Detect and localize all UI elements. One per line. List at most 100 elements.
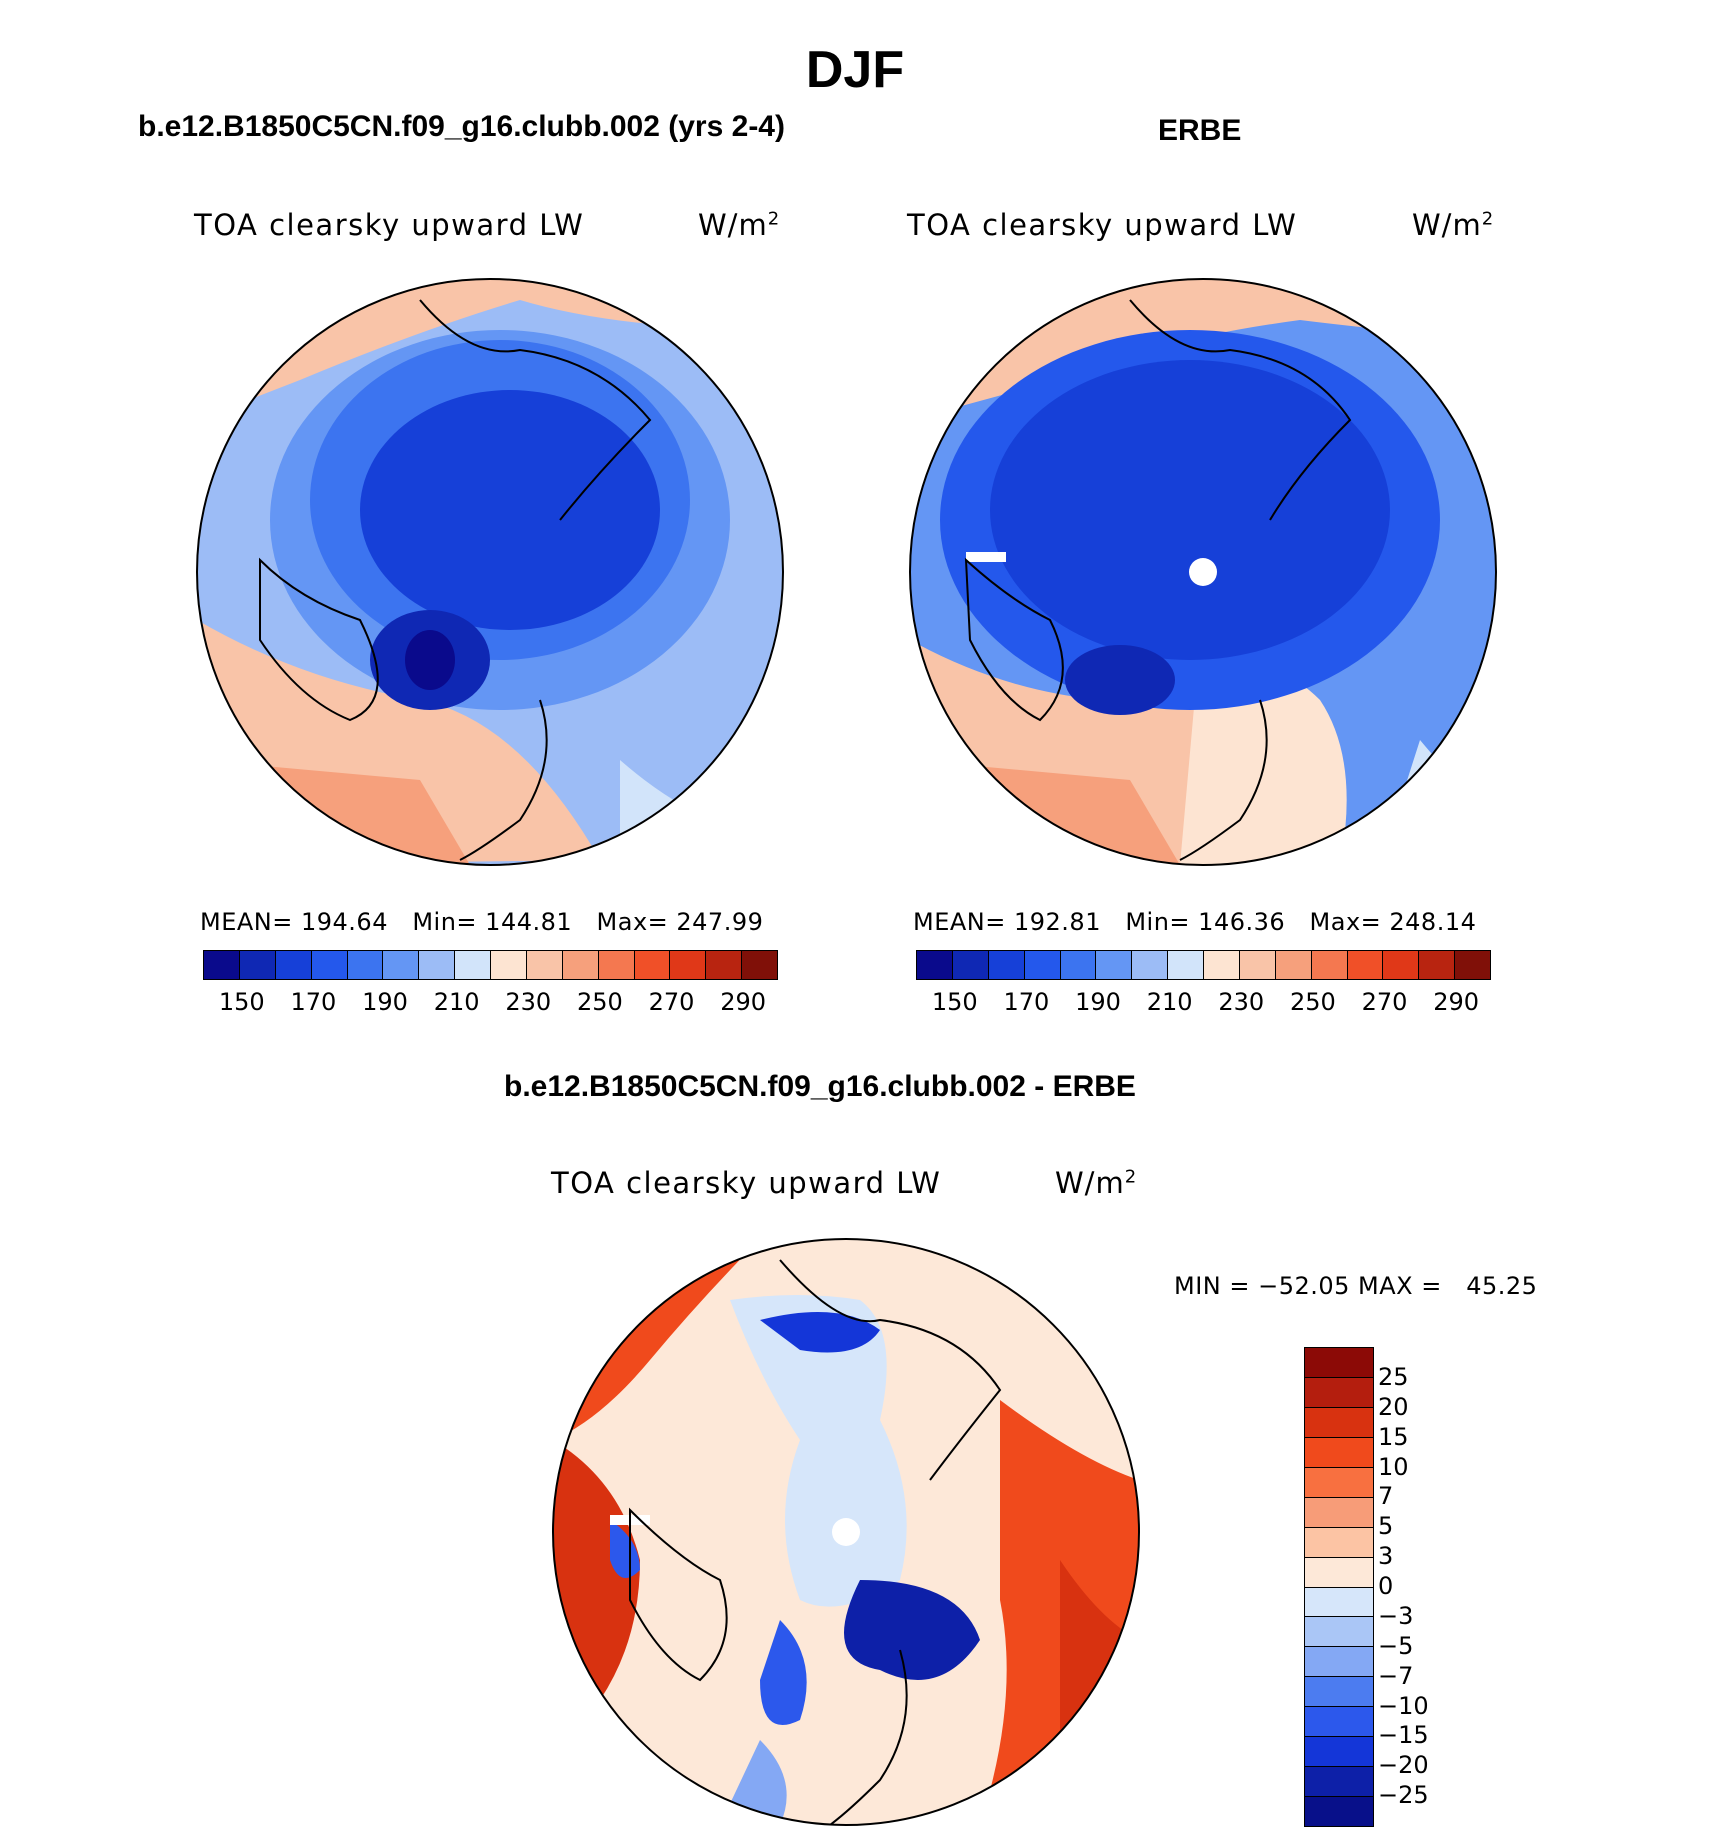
colorbar-swatch bbox=[526, 951, 563, 979]
diff-variable-label: TOA clearsky upward LW bbox=[551, 1166, 942, 1200]
obs-stats: MEAN= 192.81 Min= 146.36 Max= 248.14 bbox=[913, 908, 1477, 936]
colorbar-swatch bbox=[1305, 1557, 1373, 1588]
colorbar-tick-label: 230 bbox=[505, 988, 552, 1016]
obs-units-label: W/m2 bbox=[1412, 208, 1495, 242]
colorbar-tick-label: 290 bbox=[1433, 988, 1479, 1016]
colorbar-tick-label: 210 bbox=[433, 988, 480, 1016]
colorbar-swatch bbox=[1383, 951, 1420, 979]
colorbar-tick-label: 10 bbox=[1378, 1452, 1409, 1481]
colorbar-tick-label: 250 bbox=[1289, 988, 1336, 1016]
colorbar-swatch bbox=[917, 951, 953, 979]
colorbar-swatch bbox=[419, 951, 456, 979]
obs-colorbar-ticks: 150 170 190 210 230 250 270 290 bbox=[916, 988, 1489, 1018]
obs-polar-map bbox=[910, 279, 1496, 865]
model-stats: MEAN= 194.64 Min= 144.81 Max= 247.99 bbox=[200, 908, 764, 936]
colorbar-swatch bbox=[670, 951, 707, 979]
colorbar-swatch bbox=[1305, 1437, 1373, 1468]
colorbar-swatch bbox=[491, 951, 527, 979]
colorbar-tick-label: 270 bbox=[1361, 988, 1408, 1016]
colorbar-swatch bbox=[275, 951, 312, 979]
colorbar-swatch bbox=[1305, 1497, 1373, 1528]
colorbar-swatch bbox=[1275, 951, 1312, 979]
colorbar-tick-label: 170 bbox=[290, 988, 337, 1016]
colorbar-tick-label: 210 bbox=[1146, 988, 1193, 1016]
colorbar-swatch bbox=[1305, 1377, 1373, 1408]
colorbar-swatch bbox=[1305, 1467, 1373, 1498]
colorbar-tick-label: −7 bbox=[1378, 1661, 1414, 1690]
colorbar-tick-label: 150 bbox=[931, 988, 978, 1016]
colorbar-swatch bbox=[1419, 951, 1456, 979]
colorbar-tick-label: 290 bbox=[720, 988, 766, 1016]
colorbar-tick-label: 190 bbox=[1075, 988, 1121, 1016]
colorbar-tick-label: 25 bbox=[1378, 1362, 1409, 1391]
colorbar-swatch bbox=[1305, 1407, 1373, 1438]
diff-colorbar-ticks: 25 20 15 10 7 5 3 0 −3 −5 −7 −10 −15 −20 −25 bbox=[1378, 1347, 1458, 1825]
colorbar-tick-label: 20 bbox=[1378, 1392, 1409, 1421]
colorbar-swatch bbox=[706, 951, 743, 979]
page-title: DJF bbox=[805, 41, 905, 99]
colorbar-swatch bbox=[1305, 1737, 1373, 1768]
colorbar-swatch bbox=[347, 951, 384, 979]
colorbar-swatch bbox=[1204, 951, 1240, 979]
colorbar-tick-label: 230 bbox=[1218, 988, 1265, 1016]
colorbar-swatch bbox=[1132, 951, 1169, 979]
colorbar-tick-label: −5 bbox=[1378, 1631, 1414, 1660]
colorbar-tick-label: 150 bbox=[218, 988, 265, 1016]
model-colorbar bbox=[203, 950, 778, 980]
colorbar-swatch bbox=[1168, 951, 1204, 979]
colorbar-swatch bbox=[742, 951, 777, 979]
colorbar-swatch bbox=[1305, 1767, 1373, 1798]
colorbar-swatch bbox=[1305, 1647, 1373, 1678]
colorbar-swatch bbox=[988, 951, 1025, 979]
diff-panel-heading: b.e12.B1850C5CN.f09_g16.clubb.002 - ERBE bbox=[504, 1070, 1136, 1103]
colorbar-swatch bbox=[204, 951, 240, 979]
colorbar-swatch bbox=[311, 951, 348, 979]
colorbar-swatch bbox=[598, 951, 635, 979]
colorbar-swatch bbox=[1305, 1348, 1373, 1378]
colorbar-swatch bbox=[1305, 1707, 1373, 1738]
colorbar-swatch bbox=[383, 951, 420, 979]
colorbar-swatch bbox=[1347, 951, 1384, 979]
colorbar-swatch bbox=[634, 951, 671, 979]
colorbar-tick-label: 3 bbox=[1378, 1542, 1394, 1571]
colorbar-swatch bbox=[1305, 1797, 1373, 1826]
colorbar-swatch bbox=[239, 951, 276, 979]
colorbar-tick-label: −20 bbox=[1378, 1751, 1429, 1780]
colorbar-swatch bbox=[562, 951, 599, 979]
obs-variable-label: TOA clearsky upward LW bbox=[907, 208, 1298, 242]
colorbar-tick-label: 0 bbox=[1378, 1572, 1394, 1600]
colorbar-swatch bbox=[1305, 1587, 1373, 1618]
colorbar-tick-label: −15 bbox=[1378, 1721, 1429, 1750]
colorbar-tick-label: 270 bbox=[648, 988, 695, 1016]
diff-units-label: W/m2 bbox=[1055, 1166, 1138, 1200]
colorbar-swatch bbox=[1060, 951, 1097, 979]
model-panel-heading: b.e12.B1850C5CN.f09_g16.clubb.002 (yrs 2… bbox=[138, 110, 785, 143]
colorbar-tick-label: 250 bbox=[576, 988, 623, 1016]
colorbar-tick-label: −3 bbox=[1378, 1601, 1414, 1630]
colorbar-swatch bbox=[1455, 951, 1490, 979]
colorbar-swatch bbox=[1024, 951, 1061, 979]
colorbar-tick-label: 5 bbox=[1378, 1512, 1394, 1541]
colorbar-swatch bbox=[1305, 1677, 1373, 1708]
model-polar-map bbox=[197, 279, 783, 865]
colorbar-swatch bbox=[1239, 951, 1276, 979]
colorbar-tick-label: −25 bbox=[1378, 1781, 1429, 1810]
colorbar-swatch bbox=[1311, 951, 1348, 979]
model-variable-label: TOA clearsky upward LW bbox=[194, 208, 585, 242]
obs-panel-heading: ERBE bbox=[1158, 114, 1242, 147]
colorbar-tick-label: −10 bbox=[1378, 1691, 1429, 1720]
colorbar-swatch bbox=[1305, 1617, 1373, 1648]
colorbar-tick-label: 7 bbox=[1378, 1482, 1394, 1511]
diff-stats: MIN = −52.05 MAX = 45.25 bbox=[1174, 1272, 1538, 1300]
diff-colorbar bbox=[1304, 1347, 1374, 1827]
colorbar-tick-label: 15 bbox=[1378, 1422, 1409, 1451]
model-colorbar-ticks: 150 170 190 210 230 250 270 290 bbox=[203, 988, 776, 1018]
colorbar-tick-label: 170 bbox=[1003, 988, 1050, 1016]
obs-colorbar bbox=[916, 950, 1491, 980]
colorbar-swatch bbox=[1096, 951, 1133, 979]
colorbar-swatch bbox=[1305, 1527, 1373, 1558]
colorbar-swatch bbox=[952, 951, 989, 979]
colorbar-tick-label: 190 bbox=[362, 988, 408, 1016]
colorbar-swatch bbox=[455, 951, 491, 979]
